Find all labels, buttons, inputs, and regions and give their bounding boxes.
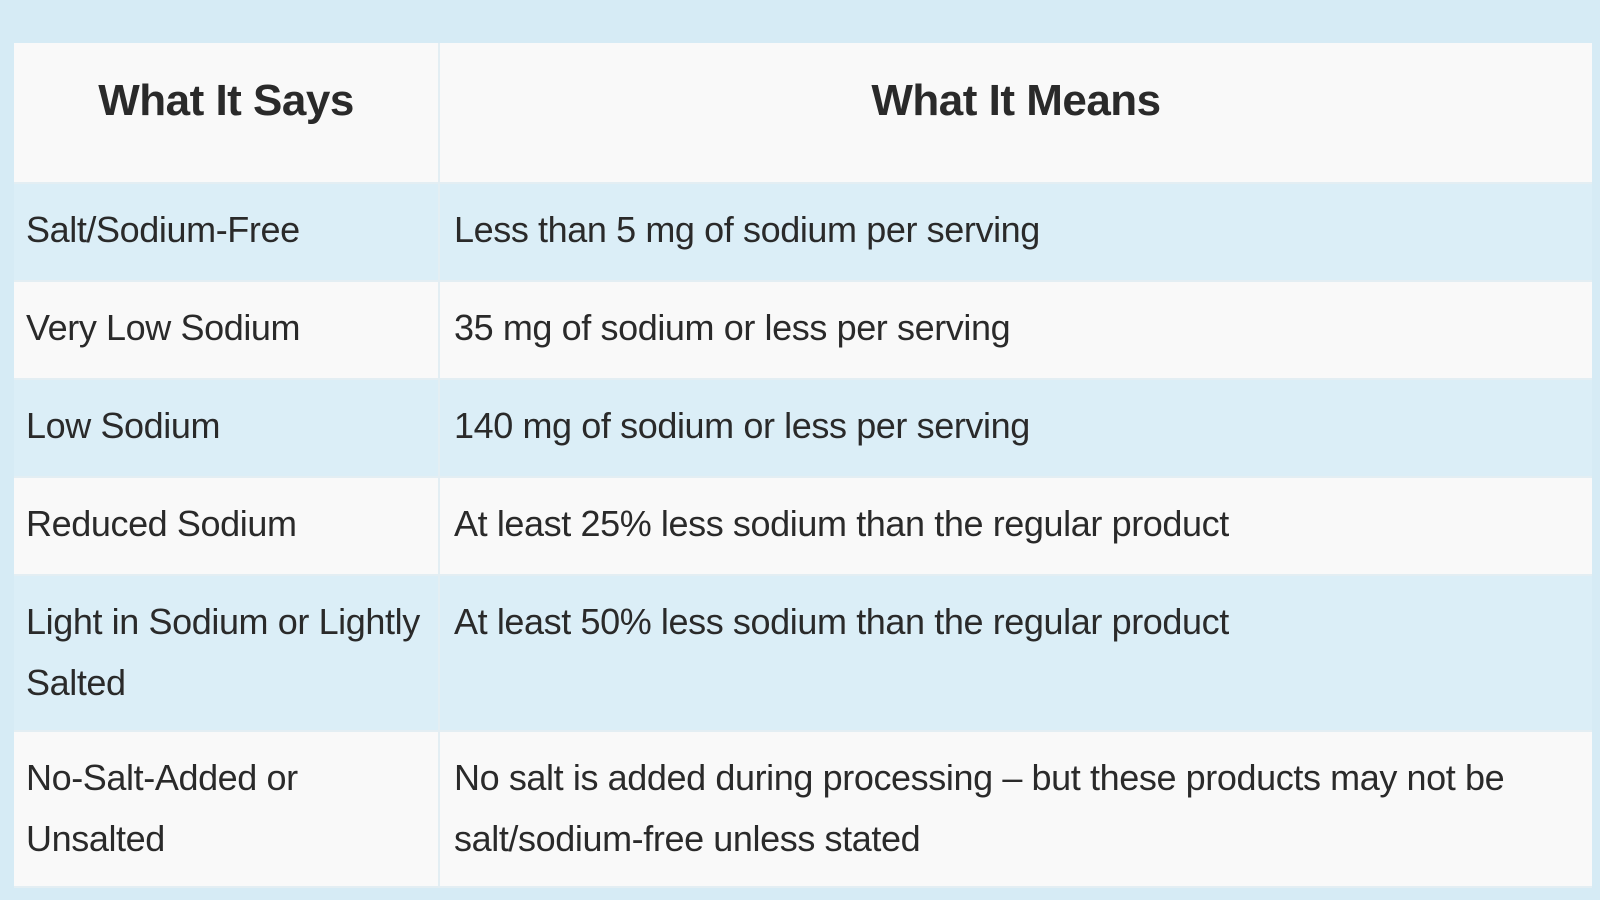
table-row: No-Salt-Added or Unsalted No salt is add… [14,731,1592,888]
table-container: What It Says What It Means Salt/Sodium-F… [14,43,1592,890]
cell-what-it-means: 140 mg of sodium or less per serving [439,379,1592,478]
table-body: Salt/Sodium-Free Less than 5 mg of sodiu… [14,183,1592,888]
header-what-it-means: What It Means [439,43,1592,184]
table-row: Reduced Sodium At least 25% less sodium … [14,477,1592,576]
cell-what-it-means: 35 mg of sodium or less per serving [439,281,1592,380]
cell-what-it-means: Less than 5 mg of sodium per serving [439,183,1592,282]
cell-what-it-says: Salt/Sodium-Free [14,183,440,282]
table-row: Low Sodium 140 mg of sodium or less per … [14,379,1592,478]
cell-what-it-means: No salt is added during processing – but… [439,731,1592,888]
cell-what-it-says: No-Salt-Added or Unsalted [14,731,440,888]
cell-what-it-means: At least 25% less sodium than the regula… [439,477,1592,576]
table-row: Light in Sodium or Lightly Salted At lea… [14,575,1592,732]
cell-what-it-says: Very Low Sodium [14,281,440,380]
header-what-it-means-label: What It Means [871,76,1161,125]
cell-what-it-says: Low Sodium [14,379,440,478]
sodium-label-table: What It Says What It Means Salt/Sodium-F… [14,43,1592,888]
table-row: Very Low Sodium 35 mg of sodium or less … [14,281,1592,380]
table-header: What It Says What It Means [14,43,1592,184]
cell-what-it-means: At least 50% less sodium than the regula… [439,575,1592,732]
header-row: What It Says What It Means [14,43,1592,184]
table-row: Salt/Sodium-Free Less than 5 mg of sodiu… [14,183,1592,282]
header-what-it-says: What It Says [14,43,440,184]
cell-what-it-says: Light in Sodium or Lightly Salted [14,575,440,732]
header-what-it-says-label: What It Says [98,76,354,125]
cell-what-it-says: Reduced Sodium [14,477,440,576]
